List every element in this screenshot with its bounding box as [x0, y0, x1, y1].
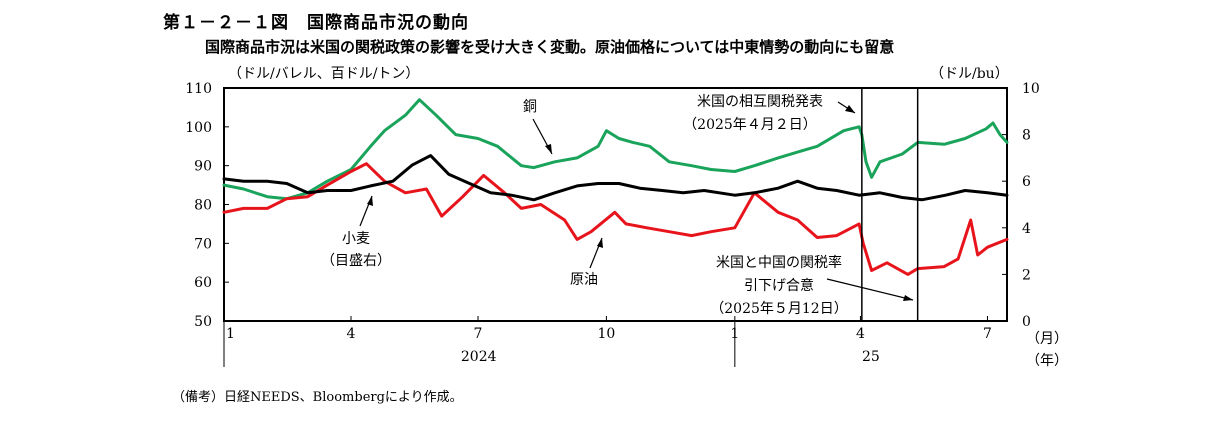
crude-label-arrowhead — [597, 238, 603, 248]
series-label-wheat-note: （目盛右） — [321, 253, 391, 269]
series-line — [222, 162, 1009, 276]
y-left-tick-label: 110 — [185, 81, 212, 97]
y-left-tick-label: 70 — [194, 236, 212, 252]
wheat-label-arrowhead — [367, 196, 373, 206]
series-line — [222, 98, 1009, 201]
source-note: （備考）日経NEEDS、Bloombergにより作成。 — [172, 390, 463, 405]
y-right-tick-label: 10 — [1022, 81, 1040, 97]
event-label-tariff-cut: 米国と中国の関税率 — [716, 254, 842, 271]
series-label-crude: 原油 — [570, 272, 598, 288]
y-right-tick-label: 0 — [1022, 314, 1031, 330]
x-tick-label: 1 — [226, 326, 235, 342]
event-label-tariff-cut-line2: 引下げ合意 — [744, 277, 814, 294]
event-label-tariff-announcement-date: （2025年４月２日） — [683, 117, 817, 133]
event-label-tariff-cut-date: （2025年５月12日） — [710, 301, 847, 317]
figure-title: 第１－２－１図 国際商品市況の動向 — [163, 13, 469, 33]
x-tick-label: 7 — [474, 326, 483, 342]
year-label: 25 — [862, 349, 880, 365]
x-tick-label: 10 — [598, 326, 616, 342]
plot-frame — [223, 87, 1008, 322]
y-right-tick-label: 6 — [1022, 174, 1031, 190]
series-label-wheat: 小麦 — [342, 231, 370, 247]
series-label-copper: 銅 — [523, 99, 537, 115]
event-arrow-2 — [826, 278, 914, 301]
y-left-tick-label: 50 — [194, 314, 212, 330]
year-label: 2024 — [461, 349, 497, 365]
left-axis-unit: （ドル/バレル、百ドル/トン） — [228, 66, 420, 82]
y-left-tick-label: 100 — [185, 120, 212, 136]
x-tick-label: 4 — [856, 326, 865, 342]
x-tick-label: 4 — [347, 326, 356, 342]
year-unit-label: （年） — [1026, 353, 1068, 369]
copper-label-arrowhead — [545, 144, 552, 154]
right-axis-unit: （ドル/bu） — [930, 66, 1009, 82]
series-line — [222, 154, 1009, 202]
y-left-tick-label: 60 — [194, 275, 212, 291]
y-right-tick-label: 2 — [1022, 267, 1031, 283]
figure-subtitle: 国際商品市況は米国の関税政策の影響を受け大きく変動。原油価格については中東情勢の… — [205, 38, 895, 56]
y-right-tick-label: 4 — [1022, 221, 1031, 237]
event-arrowhead-1 — [845, 105, 855, 113]
x-unit-label: （月） — [1026, 331, 1068, 347]
event-arrowhead-2 — [903, 295, 913, 301]
x-tick-label: 7 — [983, 326, 992, 342]
y-left-tick-label: 80 — [194, 198, 212, 214]
y-right-tick-label: 8 — [1022, 128, 1031, 144]
y-left-tick-label: 90 — [194, 159, 212, 175]
event-label-tariff-announcement: 米国の相互関税発表 — [697, 94, 823, 110]
